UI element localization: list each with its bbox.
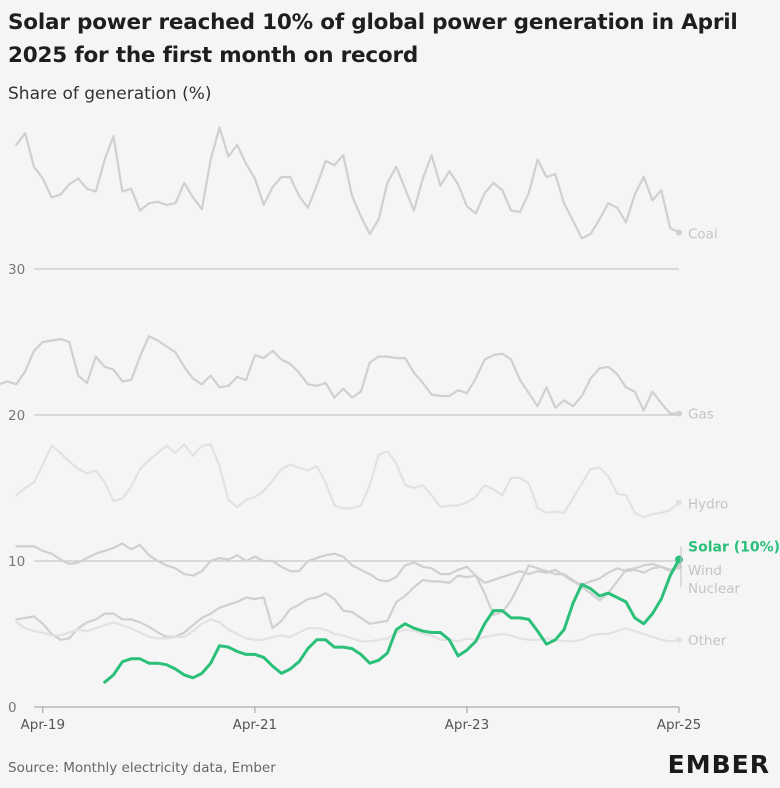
series-line-gas [0, 335, 681, 415]
ember-logo: EMBER [667, 750, 770, 779]
series-label-nuclear: Nuclear [688, 581, 740, 597]
series-line-other [15, 618, 681, 643]
series-label-solar: Solar (10%) [688, 540, 780, 556]
series-line-solar [103, 558, 681, 684]
x-tick-label: Apr-19 [21, 717, 66, 733]
source-note: Source: Monthly electricity data, Ember [8, 760, 276, 776]
series-label-gas: Gas [688, 407, 714, 423]
y-tick-label: 10 [8, 554, 25, 570]
y-axis-title: Share of generation (%) [8, 84, 212, 104]
series-endpoint-solar [675, 555, 683, 564]
series-label-hydro: Hydro [688, 497, 728, 513]
chart-title: Solar power reached 10% of global power … [8, 10, 738, 68]
series-endpoint-hydro [676, 499, 682, 506]
y-tick-label: 0 [8, 700, 17, 716]
series-endpoint-other [676, 636, 682, 643]
series-line-hydro [15, 443, 681, 519]
series-endpoint-coal [676, 229, 682, 236]
y-tick-label: 20 [8, 408, 25, 424]
series-label-wind: Wind [688, 563, 722, 579]
series-endpoint-gas [676, 410, 682, 417]
series-line-nuclear [15, 542, 681, 586]
series-line-wind [15, 562, 681, 641]
x-tick-label: Apr-21 [233, 717, 278, 733]
x-tick-label: Apr-25 [657, 717, 702, 733]
x-tick-label: Apr-23 [445, 717, 490, 733]
series-label-coal: Coal [688, 227, 718, 243]
series-label-other: Other [688, 633, 727, 649]
y-tick-label: 30 [8, 262, 25, 278]
series-line-coal [15, 126, 681, 240]
